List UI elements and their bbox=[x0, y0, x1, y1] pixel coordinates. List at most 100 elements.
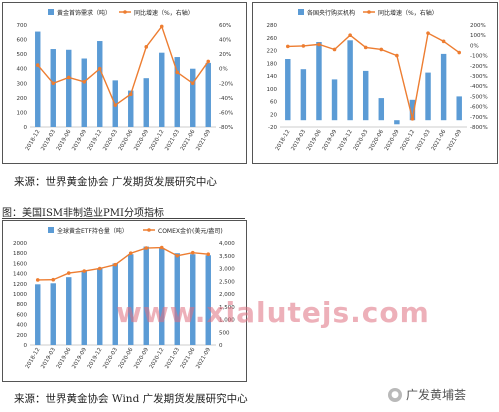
y-tick-left: 600 bbox=[17, 38, 28, 44]
bar bbox=[112, 263, 118, 345]
bar bbox=[205, 62, 211, 128]
figure-title: 图：美国ISM非制造业PMI分项指标 bbox=[2, 208, 164, 219]
series-line bbox=[287, 32, 460, 120]
legend-marker-line bbox=[367, 10, 371, 14]
line-point bbox=[332, 47, 337, 52]
x-tick-label: 2020-06 bbox=[118, 129, 135, 152]
legend-label-line: 同比增速（%，右轴） bbox=[378, 9, 438, 17]
y-tick-right: 500 bbox=[219, 330, 230, 336]
line-point bbox=[128, 92, 133, 97]
y-tick-left: 500 bbox=[17, 52, 28, 58]
line-point bbox=[82, 80, 87, 84]
bar bbox=[159, 52, 165, 127]
line-point bbox=[159, 245, 164, 250]
y-tick-left: -20 bbox=[268, 125, 277, 131]
x-tick-label: 2019-09 bbox=[322, 129, 339, 152]
bar bbox=[50, 283, 56, 345]
bar bbox=[174, 57, 180, 127]
x-tick-label: 2020-06 bbox=[118, 347, 135, 370]
bar bbox=[425, 72, 431, 121]
line-point bbox=[457, 50, 462, 55]
line-point bbox=[159, 24, 164, 29]
y-tick-left: 20 bbox=[270, 112, 277, 118]
y-tick-right: -20% bbox=[219, 81, 233, 87]
y-tick-right: 0% bbox=[470, 43, 479, 49]
line-point bbox=[379, 47, 384, 52]
y-tick-left: 1600 bbox=[13, 261, 27, 267]
line-point bbox=[285, 44, 290, 49]
bar bbox=[347, 40, 353, 121]
y-tick-right: -40% bbox=[219, 96, 233, 102]
y-tick-right: -500% bbox=[470, 94, 488, 100]
x-tick-label: 2020-03 bbox=[102, 347, 119, 370]
y-tick-left: 100 bbox=[17, 110, 28, 116]
x-tick-label: 2021-03 bbox=[164, 347, 181, 370]
y-tick-left: 280 bbox=[267, 23, 278, 29]
x-tick-label: 2019-06 bbox=[306, 129, 323, 152]
line-point bbox=[144, 246, 149, 250]
bar bbox=[128, 254, 134, 345]
line-point bbox=[206, 252, 211, 257]
series-line bbox=[37, 246, 209, 281]
legend-label-bar: 黄金首饰需求（吨） bbox=[57, 9, 111, 17]
bar bbox=[456, 96, 462, 121]
figure-title-divider bbox=[2, 218, 245, 219]
line-point bbox=[51, 277, 56, 282]
y-tick-right: 3,500 bbox=[219, 254, 235, 260]
bar bbox=[440, 53, 447, 121]
chart-panel-jewelry-demand: 黄金首饰需求（吨） 同比增速（%，右轴） 0 100 200 300 400 500 600 70… bbox=[2, 2, 247, 164]
x-tick-label: 2020-06 bbox=[368, 129, 385, 152]
legend-label-line: 同比增速（%，右轴） bbox=[134, 9, 194, 17]
logo-text: 广发黄埔荟 bbox=[406, 388, 467, 402]
y-tick-right: 1,000 bbox=[219, 318, 235, 324]
x-tick-label: 2021-06 bbox=[180, 129, 197, 152]
y-tick-right: 60% bbox=[219, 23, 231, 29]
line-point bbox=[175, 253, 180, 258]
bar bbox=[66, 49, 72, 128]
watermark: www.xialutejs.com bbox=[116, 296, 430, 329]
bar bbox=[300, 69, 307, 121]
legend-swatch-bar bbox=[298, 9, 304, 15]
x-tick-label: 2020-03 bbox=[102, 129, 119, 152]
x-tick-label: 2020-03 bbox=[353, 129, 370, 152]
y-tick-right: -60% bbox=[219, 110, 233, 116]
x-tick-label: 2021-03 bbox=[415, 129, 432, 152]
line-point bbox=[35, 63, 40, 67]
y-tick-right: -700% bbox=[470, 115, 488, 121]
line-point bbox=[175, 70, 180, 75]
y-tick-left: 300 bbox=[17, 81, 28, 87]
line-point bbox=[441, 39, 446, 44]
y-tick-left: 0 bbox=[24, 125, 28, 131]
x-tick-label: 2019-12 bbox=[87, 129, 104, 152]
x-tick-label: 2021-03 bbox=[164, 129, 181, 152]
bar bbox=[394, 120, 400, 125]
series-line bbox=[37, 24, 209, 107]
line-point bbox=[206, 59, 211, 64]
source-note-top: 来源：世界黄金协会 广发期货发展研究中心 bbox=[14, 176, 217, 188]
account-logo: ● 广发黄埔荟 bbox=[388, 386, 466, 403]
x-tick-label: 2019-03 bbox=[40, 129, 57, 152]
y-tick-right: 200% bbox=[470, 23, 486, 29]
x-tick-label: 2019-03 bbox=[290, 129, 307, 152]
y-tick-left: 140 bbox=[267, 74, 278, 80]
bar bbox=[35, 284, 41, 345]
y-tick-left: 400 bbox=[17, 323, 28, 329]
y-tick-right: 1,500 bbox=[219, 305, 235, 311]
bar bbox=[409, 99, 416, 121]
bar bbox=[174, 253, 180, 345]
y-tick-right: -800% bbox=[470, 125, 488, 131]
y-tick-left: 200 bbox=[17, 96, 28, 102]
bar bbox=[378, 98, 385, 121]
line-point bbox=[301, 44, 306, 48]
source-note-bottom: 来源：世界黄金协会 Wind 广发期货发展研究中心 bbox=[14, 393, 248, 405]
line-point bbox=[66, 271, 71, 275]
y-tick-right: 0 bbox=[219, 343, 223, 349]
line-point bbox=[128, 251, 133, 255]
y-tick-left: 60 bbox=[270, 100, 277, 106]
wechat-icon: ● bbox=[388, 387, 402, 402]
line-point bbox=[144, 45, 149, 49]
bar bbox=[143, 246, 149, 345]
y-tick-right: -200% bbox=[470, 64, 488, 70]
legend-swatch-bar bbox=[48, 9, 54, 15]
line-point bbox=[113, 103, 118, 107]
